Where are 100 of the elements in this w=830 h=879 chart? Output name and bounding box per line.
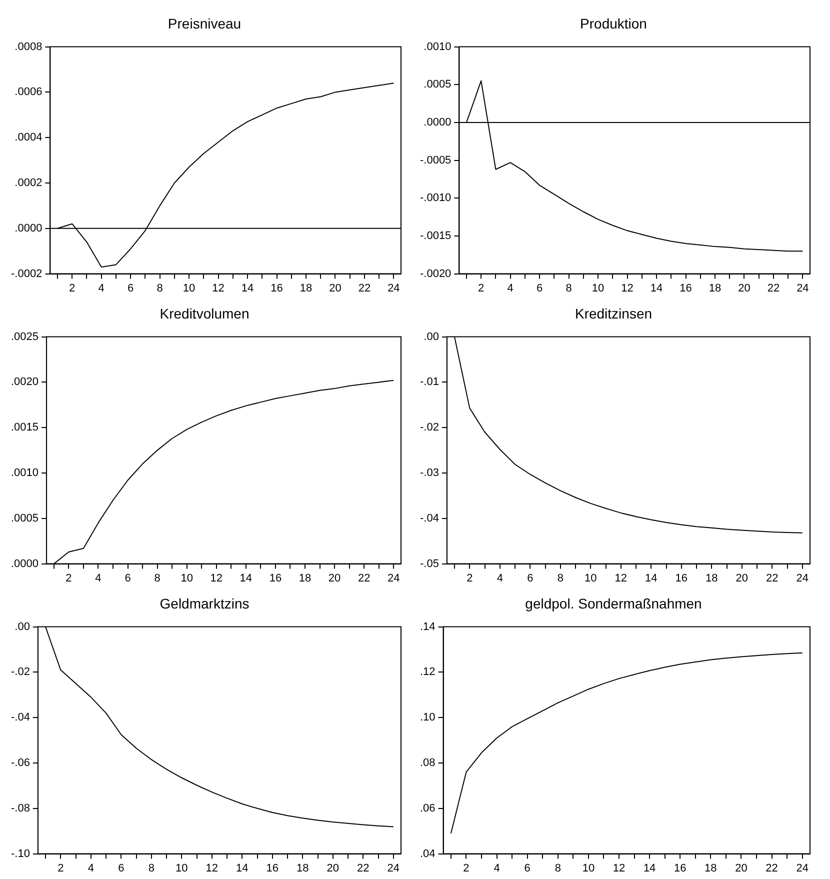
x-tick-label: 10 [584,572,597,584]
x-tick-label: 12 [621,282,634,294]
x-tick-label: 18 [708,282,722,294]
y-tick-label: -.0005 [420,154,452,166]
x-tick-label: 10 [182,282,196,294]
y-tick-label: .0008 [14,40,42,53]
x-tick-label: 10 [592,282,604,294]
x-tick-label: 4 [496,572,503,584]
y-tick-label: .0006 [14,86,42,98]
y-tick-label: .0005 [424,78,452,91]
x-tick-label: 4 [494,862,500,874]
x-tick-label: 20 [326,862,340,874]
x-tick-label: 12 [612,862,626,874]
x-tick-label: 8 [148,862,154,874]
x-tick-label: 24 [388,282,400,294]
x-tick-label: 8 [156,282,163,294]
y-tick-label: .0000 [424,116,452,128]
x-tick-label: 20 [738,282,750,294]
x-tick-label: 8 [154,572,160,584]
y-tick-label: -.02 [420,422,439,434]
y-tick-label: .14 [420,620,436,633]
x-tick-label: 2 [478,282,484,294]
x-tick-label: 22 [767,282,780,294]
x-tick-label: 14 [650,282,663,294]
x-tick-label: 14 [241,282,254,294]
x-tick-label: 4 [88,862,94,874]
x-tick-label: 8 [557,572,564,584]
x-tick-label: 6 [118,862,124,874]
x-tick-label: 16 [675,572,688,584]
x-tick-label: 2 [58,862,64,874]
x-tick-label: 16 [270,282,283,294]
x-tick-label: 8 [554,862,561,874]
x-tick-label: 10 [582,862,595,874]
x-tick-label: 14 [240,572,252,584]
chart-title: Geldmarktzins [160,595,250,612]
x-tick-label: 4 [95,572,102,584]
x-tick-label: 14 [236,862,248,874]
x-tick-label: 24 [387,862,400,874]
x-tick-label: 6 [527,572,534,584]
y-tick-label: .10 [420,712,436,724]
y-tick-label: -.0002 [10,268,42,280]
y-tick-label: .0025 [10,330,39,343]
x-tick-label: 12 [212,282,224,294]
y-tick-label: .0015 [10,422,39,434]
y-tick-label: -.05 [420,558,439,570]
x-tick-label: 12 [614,572,628,584]
x-tick-label: 22 [766,862,778,874]
x-tick-label: 2 [66,572,72,584]
y-tick-label: .00 [14,620,30,633]
x-tick-label: 14 [643,862,656,874]
y-tick-label: .0010 [424,40,452,53]
x-tick-label: 18 [296,862,309,874]
y-tick-label: .12 [420,666,436,678]
y-tick-label: -.10 [10,848,30,860]
y-tick-label: -.02 [10,666,30,678]
x-tick-label: 4 [98,282,104,294]
y-tick-label: .08 [420,757,436,770]
y-tick-label: -.08 [10,802,30,814]
x-tick-label: 18 [298,572,312,584]
x-tick-label: 12 [206,862,218,874]
y-tick-label: -.04 [420,512,439,524]
x-tick-label: 20 [735,862,748,874]
y-tick-label: .0010 [10,467,39,480]
y-tick-label: .0000 [10,558,39,570]
x-tick-label: 20 [329,282,342,294]
y-tick-label: .0002 [14,177,42,190]
y-tick-label: .0004 [14,132,42,144]
y-tick-label: .00 [424,330,439,343]
y-tick-label: -.0020 [420,268,452,280]
x-tick-label: 2 [69,282,76,294]
x-tick-label: 10 [180,572,193,584]
x-tick-label: 6 [524,862,530,874]
y-tick-label: .0000 [14,222,42,234]
x-tick-label: 20 [328,572,341,584]
y-tick-label: .0005 [10,512,39,524]
x-tick-label: 16 [674,862,686,874]
x-tick-label: 10 [176,862,188,874]
x-tick-label: 24 [796,862,808,874]
y-tick-label: .04 [420,848,436,860]
x-tick-label: 16 [269,572,282,584]
x-tick-label: 22 [358,572,370,584]
x-tick-label: 22 [766,572,778,584]
chart-title: Produktion [580,15,647,32]
x-tick-label: 22 [357,862,370,874]
x-tick-label: 20 [736,572,748,584]
y-tick-label: -.0010 [420,192,452,204]
x-tick-label: 12 [210,572,223,584]
chart-title: Kreditvolumen [160,305,250,322]
x-tick-label: 6 [128,282,134,294]
x-tick-label: 6 [124,572,131,584]
y-tick-label: .0020 [10,376,39,388]
x-tick-label: 4 [507,282,514,294]
x-tick-label: 2 [463,862,470,874]
x-tick-label: 18 [704,862,717,874]
chart-title: Preisniveau [168,15,242,32]
y-tick-label: -.03 [420,467,439,480]
x-tick-label: 2 [466,572,473,584]
y-tick-label: -.01 [420,376,439,388]
x-tick-label: 18 [706,572,718,584]
y-tick-label: .06 [420,802,436,814]
